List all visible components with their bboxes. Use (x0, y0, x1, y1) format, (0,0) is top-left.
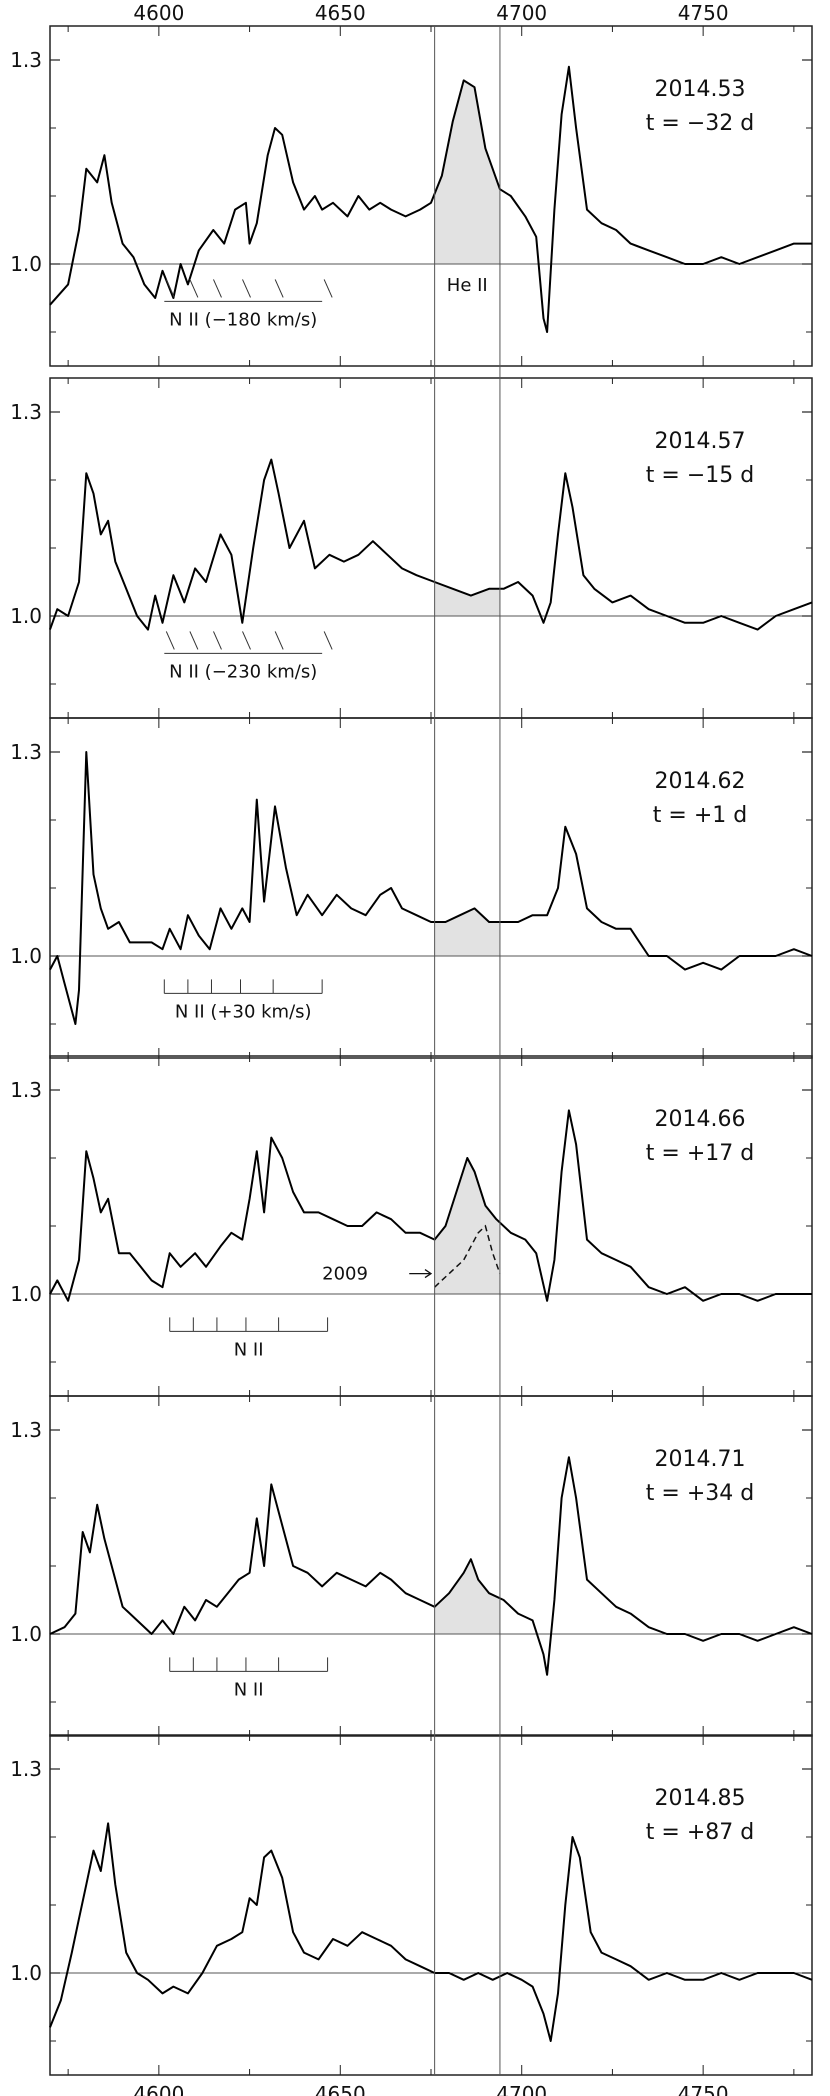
spectrum-line (49, 458, 813, 631)
nii-marker-tick (213, 631, 222, 650)
he-ii-label: He II (447, 275, 488, 296)
nii-label: N II (234, 1339, 264, 1360)
y-tick-label: 1.0 (10, 604, 42, 628)
y-tick-label: 1.3 (10, 1757, 42, 1781)
y-tick-label: 1.3 (10, 48, 42, 72)
panel-time-label: t = +34 d (646, 1481, 754, 1506)
y-tick-label: 1.3 (10, 1418, 42, 1442)
panel-time-label: t = −15 d (646, 463, 754, 488)
he-ii-shaded-band (434, 80, 500, 265)
panel-epoch-label: 2014.85 (655, 1786, 746, 1811)
he-ii-shaded-band (434, 582, 500, 616)
x-tick-label-bottom: 4700 (496, 2082, 547, 2096)
nii-marker-tick (189, 279, 199, 298)
panel-epoch-label: 2014.53 (655, 77, 746, 102)
x-tick-label-bottom: 4650 (315, 2082, 366, 2096)
nii-marker-tick (242, 631, 251, 650)
spectrum-line (49, 1456, 813, 1676)
spectrum-line (49, 65, 812, 333)
spectrum-line (49, 1822, 813, 2042)
nii-marker-tick (274, 631, 284, 650)
x-tick-label-bottom: 4600 (133, 2082, 184, 2096)
y-tick-label: 1.3 (10, 740, 42, 764)
y-tick-label: 1.0 (10, 1961, 42, 1985)
panel-epoch-label: 2014.57 (655, 429, 746, 454)
x-tick-label-top: 4700 (496, 1, 547, 25)
nii-label: N II (−180 km/s) (169, 309, 317, 330)
y-tick-label: 1.3 (10, 400, 42, 424)
panel-epoch-label: 2014.66 (655, 1107, 746, 1132)
nii-marker-tick (165, 631, 175, 650)
y-tick-label: 1.0 (10, 1282, 42, 1306)
nii-marker-tick (323, 631, 333, 650)
comparison-2009-line (434, 1224, 501, 1288)
nii-label: N II (234, 1679, 264, 1700)
x-tick-label-bottom: 4750 (678, 2082, 729, 2096)
nii-marker-tick (213, 279, 222, 298)
he-ii-shaded-band (434, 1158, 500, 1294)
nii-marker-tick (189, 631, 199, 650)
arrow-label-2009: 2009 (322, 1264, 368, 1285)
x-tick-label-top: 4600 (133, 1, 184, 25)
spectrum-line (49, 751, 813, 1025)
he-ii-shaded-band (434, 1559, 500, 1634)
x-tick-label-top: 4750 (678, 1, 729, 25)
nii-marker-tick (274, 279, 284, 298)
spectrum-line (49, 1109, 812, 1302)
panel-time-label: t = +17 d (646, 1141, 754, 1166)
nii-marker-tick (323, 279, 333, 298)
x-tick-label-top: 4650 (315, 1, 366, 25)
y-tick-label: 1.0 (10, 1622, 42, 1646)
y-tick-label: 1.0 (10, 944, 42, 968)
panel-time-label: t = −32 d (646, 111, 754, 136)
y-tick-label: 1.0 (10, 252, 42, 276)
panel-time-label: t = +1 d (653, 803, 747, 828)
arrow-head-2009 (424, 1269, 433, 1279)
panel-epoch-label: 2014.71 (655, 1447, 746, 1472)
nii-marker-tick (242, 279, 251, 298)
nii-label: N II (−230 km/s) (169, 661, 317, 682)
nii-marker-tick (165, 279, 175, 298)
y-tick-label: 1.3 (10, 1078, 42, 1102)
panel-epoch-label: 2014.62 (655, 769, 746, 794)
nii-label: N II (+30 km/s) (175, 1001, 312, 1022)
panel-time-label: t = +87 d (646, 1820, 754, 1845)
he-ii-shaded-band (434, 908, 500, 956)
